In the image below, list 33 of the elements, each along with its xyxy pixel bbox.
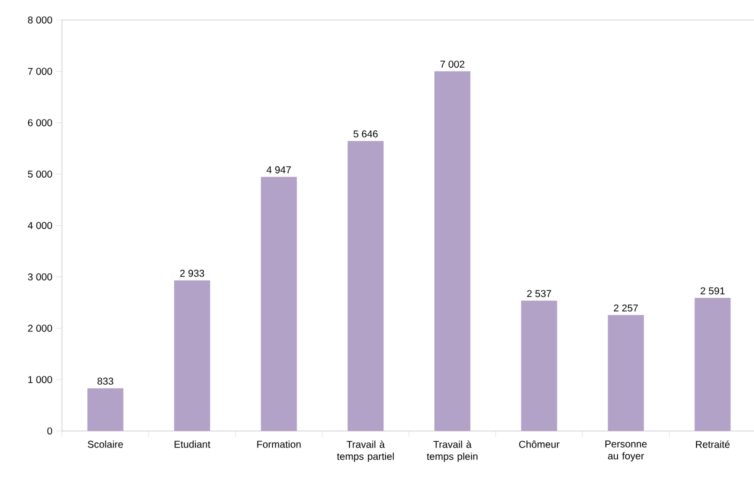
x-tick-label: Scolaire xyxy=(88,440,123,448)
y-tick-label: 3 000 xyxy=(28,273,52,280)
y-tick-label: 5 000 xyxy=(28,170,52,178)
x-tick-label: Personne au foyer xyxy=(605,440,647,462)
x-tick-label: Travail à temps plein xyxy=(426,440,478,462)
x-tick-label: Travail à temps partiel xyxy=(336,440,394,462)
data-label: 2 591 xyxy=(700,287,725,294)
data-label: 7 002 xyxy=(440,60,464,68)
y-tick-label: 6 000 xyxy=(28,119,52,126)
bar xyxy=(174,280,210,431)
x-tick-label: Formation xyxy=(257,440,301,448)
y-tick-label: 1 000 xyxy=(28,376,52,384)
data-label: 2 933 xyxy=(180,270,204,277)
bar xyxy=(694,298,731,431)
bar xyxy=(521,300,558,431)
x-tick-label: Chômeur xyxy=(519,440,560,448)
bar xyxy=(434,71,470,431)
data-label: 4 947 xyxy=(266,166,291,174)
data-label: 2 257 xyxy=(614,304,638,312)
bar xyxy=(348,140,384,431)
x-tick-label: Retraité xyxy=(696,440,730,448)
y-tick-label: 4 000 xyxy=(28,222,52,230)
bar xyxy=(260,176,297,431)
data-label: 2 537 xyxy=(527,290,552,298)
y-tick-label: 2 000 xyxy=(28,324,52,332)
x-tick-label: Etudiant xyxy=(174,440,210,448)
y-tick-label: 0 xyxy=(47,427,52,435)
bar xyxy=(87,388,124,431)
data-label: 5 646 xyxy=(354,130,378,138)
y-tick-label: 8 000 xyxy=(28,16,52,24)
y-tick-label: 7 000 xyxy=(28,68,52,75)
bar xyxy=(608,315,644,431)
data-label: 833 xyxy=(98,378,114,385)
